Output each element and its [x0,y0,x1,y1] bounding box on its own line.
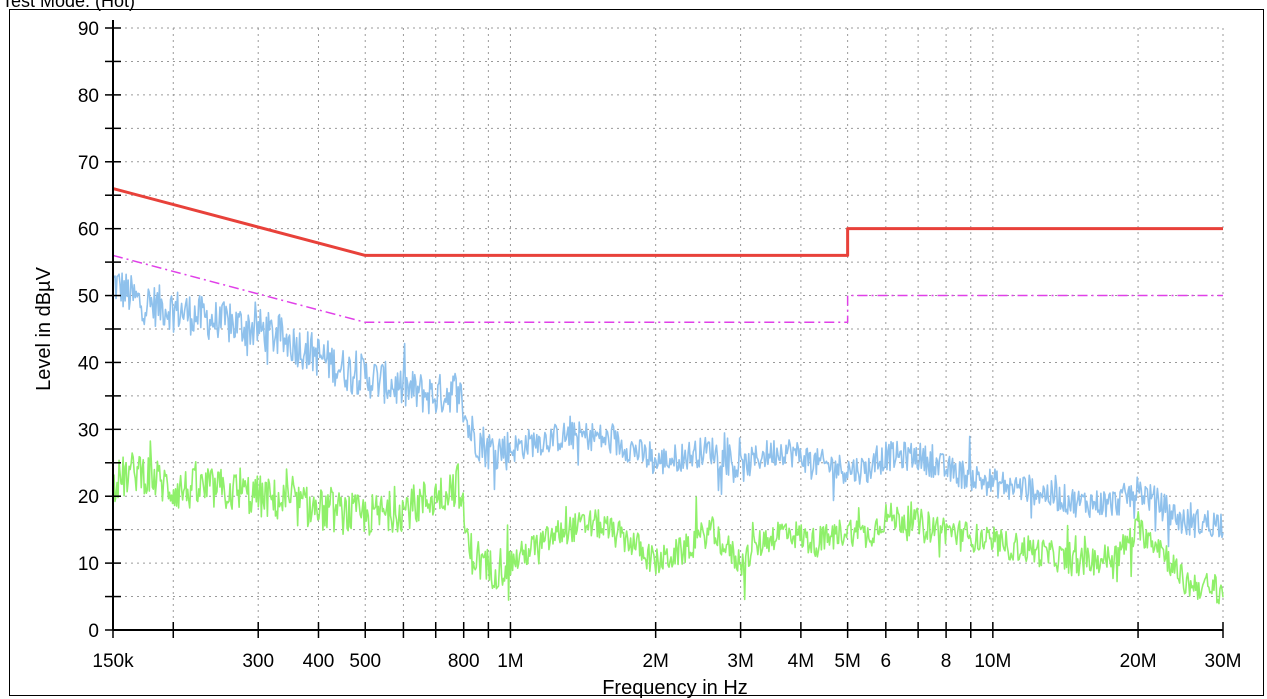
x-tick-label: 4M [788,651,814,672]
x-axis-title: Frequency in Hz [602,677,748,699]
x-tick-label: 30M [1205,651,1242,672]
x-tick-label: 2M [642,651,668,672]
x-tick-label: 150k [92,651,134,672]
y-tick-label: 20 [78,487,99,508]
x-tick-label: 20M [1120,651,1157,672]
x-tick-label: 5M [834,651,860,672]
y-tick-label: 70 [78,153,99,174]
plot-series [112,187,1224,605]
y-tick-label: 30 [78,420,99,441]
x-tick-label: 3M [727,651,753,672]
axes [105,20,1224,638]
x-tick-label: 8 [941,651,952,672]
test-mode-caption: Test Mode: (Hot) [2,0,136,11]
y-axis-title: Level in dBµV [33,266,55,390]
series-line-2 [112,272,1224,548]
x-tick-label: 800 [448,651,480,672]
series-line-1 [112,254,1223,324]
series-line-0 [112,187,1223,257]
x-tick-label: 10M [974,651,1011,672]
y-tick-label: 40 [78,353,99,374]
x-tick-label: 400 [303,651,335,672]
x-tick-label: 6 [881,651,892,672]
chart-frame [9,9,1264,696]
x-tick-label: 300 [242,651,274,672]
y-tick-label: 10 [78,554,99,575]
x-tick-label: 500 [349,651,381,672]
y-tick-label: 80 [78,86,99,107]
tick-labels: 0 10 20 30 40 50 60 70 80 90 150k 300 400 500 800 1M 2M 3… [78,19,1242,672]
y-tick-label: 60 [78,220,99,241]
y-tick-label: 0 [88,621,99,642]
y-tick-label: 90 [78,19,99,40]
series-line-3 [112,440,1224,605]
x-tick-label: 1M [497,651,523,672]
y-tick-label: 50 [78,287,99,308]
